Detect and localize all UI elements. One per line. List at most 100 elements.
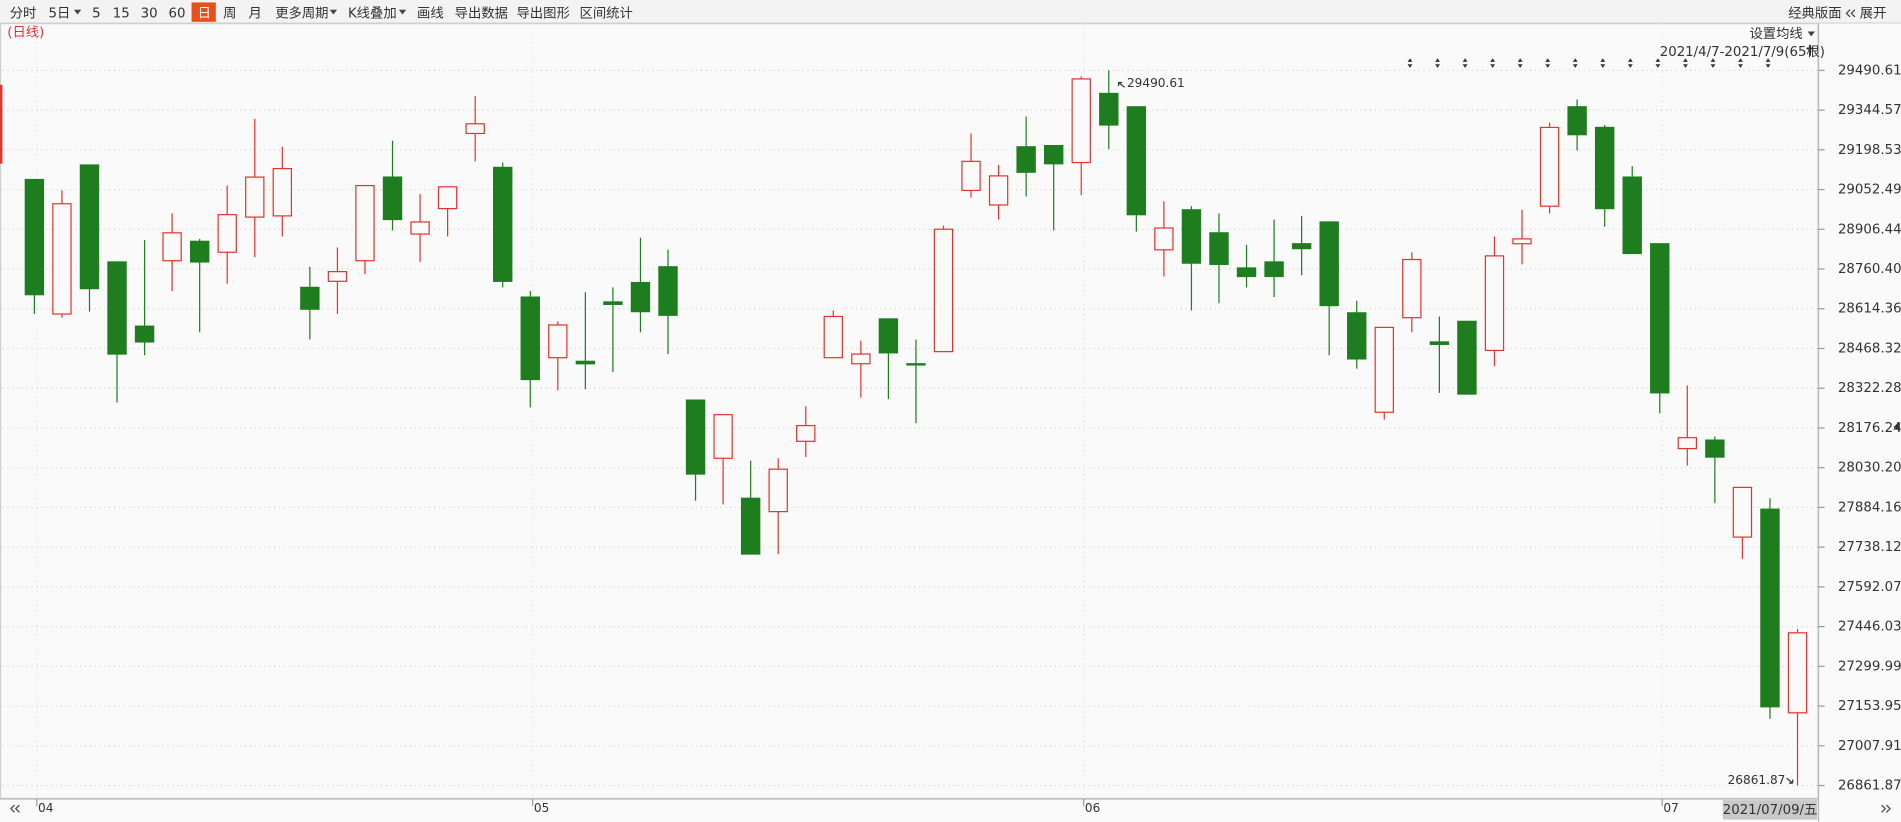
candle-body [1264, 261, 1284, 278]
candle-body [1594, 126, 1615, 210]
toolbar-right-item[interactable]: 经典版面 [1788, 5, 1841, 21]
toolbar-item[interactable]: 日 [198, 6, 211, 21]
candle-body [1291, 243, 1312, 250]
candle-body [1512, 238, 1532, 245]
candle-body [410, 221, 430, 235]
candle-body [1209, 232, 1229, 265]
y-tick-label: 27299.99 [1838, 659, 1901, 674]
dropdown-icon [329, 9, 338, 15]
candle-body [1429, 341, 1450, 345]
toolbar-active-bg [191, 2, 216, 22]
candle-body [851, 353, 871, 365]
candle-body [988, 175, 1009, 206]
candle-body [79, 164, 100, 290]
candle-body [1484, 255, 1505, 352]
marker-icon [1572, 58, 1578, 68]
candle-body [1539, 126, 1560, 207]
marker-icon [1462, 58, 1468, 68]
toolbar-item[interactable]: 导出图形 [516, 5, 569, 21]
scroll-right-icon[interactable] [1881, 804, 1891, 813]
pin-icon[interactable] [1806, 44, 1814, 56]
marker-icon [1517, 58, 1523, 68]
x-tick-label: 05 [534, 801, 549, 815]
y-tick-label: 28030.20 [1838, 461, 1901, 476]
toolbar-item[interactable]: 5日 [48, 6, 70, 21]
candle-body [493, 166, 513, 282]
candle-body [189, 240, 210, 263]
candle-body [1732, 486, 1753, 538]
toolbar-item[interactable]: 30 [141, 6, 158, 21]
candle-body [1126, 106, 1147, 216]
marker-icon [1600, 58, 1606, 68]
y-tick-label: 28176.24 [1838, 421, 1901, 436]
candle-body [1760, 508, 1780, 708]
candle-body [548, 324, 568, 359]
candle-body [1622, 176, 1642, 255]
candle-body [162, 232, 182, 262]
candle-body [1154, 227, 1174, 251]
candle-body [630, 281, 651, 313]
candle-body [217, 214, 237, 253]
toolbar-item[interactable]: 画线 [417, 5, 444, 21]
candle-body [658, 266, 678, 316]
toolbar-item[interactable]: 分时 [10, 5, 37, 21]
toolbar-item[interactable]: K线叠加 [348, 5, 397, 21]
candle-body [1705, 439, 1725, 458]
candle-body [1099, 92, 1119, 126]
toolbar-item[interactable]: 5 [92, 6, 100, 21]
y-tick-label: 29344.57 [1838, 103, 1901, 118]
candle-body [1402, 258, 1422, 319]
candle-body [796, 424, 816, 442]
toolbar-item[interactable]: 60 [169, 6, 186, 21]
y-tick-label: 27007.91 [1838, 739, 1901, 754]
crosshair-label-bg [1722, 800, 1818, 820]
marker-icon [1683, 58, 1688, 68]
y-tick-label: 29490.61 [1838, 63, 1901, 78]
candle-body [1181, 209, 1202, 264]
y-tick-label: 27592.07 [1838, 580, 1901, 595]
candle-body [437, 186, 458, 210]
y-tick-label: 28468.32 [1838, 341, 1901, 356]
scroll-left-icon[interactable] [10, 804, 20, 813]
left-marker [0, 84, 3, 164]
marker-icon [1545, 58, 1551, 68]
toolbar-item[interactable]: 更多周期 [275, 4, 328, 21]
toolbar-item[interactable]: 15 [113, 6, 130, 21]
candle-body [933, 228, 954, 353]
y-tick-label: 28760.40 [1838, 262, 1901, 277]
candle-body [961, 160, 981, 192]
candle-body [1347, 312, 1367, 360]
candle-body [1677, 437, 1698, 450]
candle-body [52, 203, 72, 315]
candle-body [134, 325, 155, 343]
toolbar-item[interactable]: 导出数据 [455, 5, 508, 21]
candle-body [823, 315, 843, 359]
candle-body [878, 318, 899, 354]
candle-body [520, 296, 540, 381]
expand-icon[interactable] [1845, 9, 1856, 18]
candle-body [1374, 326, 1394, 413]
candle-body [465, 123, 485, 135]
candle-body [740, 497, 761, 555]
min-arrow [1786, 777, 1794, 784]
candle-body [107, 261, 127, 355]
marker-icon [1738, 58, 1743, 68]
candle-body [906, 363, 926, 366]
candle-body [1043, 144, 1064, 165]
toolbar-item[interactable]: 月 [249, 6, 262, 21]
ma-button[interactable]: 设置均线 [1749, 26, 1802, 42]
candle-body [1236, 267, 1257, 278]
candle-body [300, 286, 320, 310]
y-tick-label: 29198.53 [1838, 143, 1901, 158]
toolbar-right-item[interactable]: 展开 [1860, 6, 1887, 21]
dropdown-icon [1807, 31, 1815, 37]
toolbar-item[interactable]: 区间统计 [580, 5, 633, 21]
y-tick-label: 29052.49 [1838, 183, 1901, 198]
marker-icon [1627, 58, 1633, 68]
marker-icon [1435, 58, 1440, 68]
candle-body [355, 184, 375, 262]
marker-icon [1490, 58, 1496, 68]
toolbar-item[interactable]: 周 [223, 6, 236, 21]
price-pointer [1893, 421, 1900, 432]
